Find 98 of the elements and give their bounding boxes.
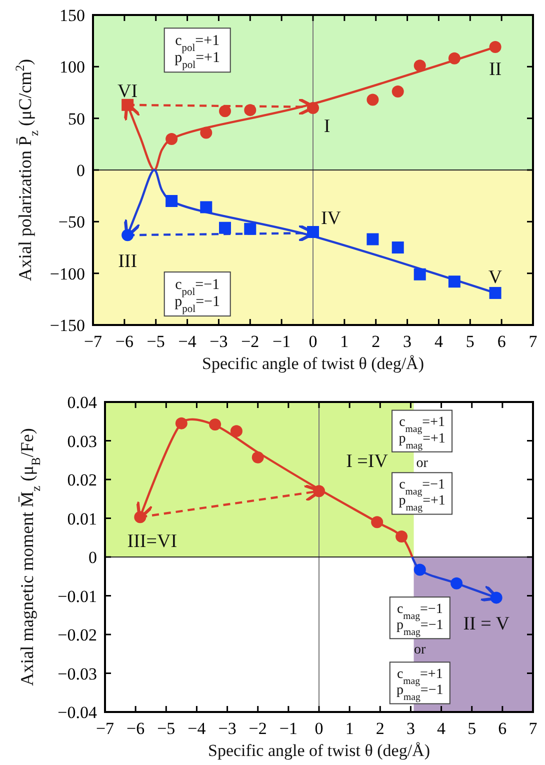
annotation: I =IV <box>346 451 388 472</box>
point <box>450 577 463 590</box>
point <box>244 104 256 116</box>
point <box>366 94 379 106</box>
annotation: c$_{mag}$=+1 p$_{mag}$=−1 <box>396 667 444 703</box>
x-tick-label: 1 <box>340 332 349 351</box>
annotation: V <box>488 266 502 288</box>
x-tick-label: −5 <box>157 719 176 738</box>
y-tick-label: −100 <box>50 264 85 284</box>
point <box>166 133 178 145</box>
point <box>134 511 146 524</box>
annotation: II <box>488 59 502 80</box>
point <box>366 233 379 246</box>
annotation: III <box>118 251 138 272</box>
point <box>371 516 384 528</box>
x-tick-label: −4 <box>188 719 206 738</box>
y-tick-label: 100 <box>60 58 85 77</box>
x-tick-label: 7 <box>528 332 538 351</box>
annotation: c$_{mag}$=−1 p$_{mag}$=+1 <box>398 478 446 514</box>
point <box>244 222 256 235</box>
x-tick-label: 5 <box>468 719 476 738</box>
x-tick-label: −1 <box>279 719 298 738</box>
point <box>448 52 460 64</box>
point <box>490 592 502 604</box>
x-tick-label: 4 <box>434 332 444 351</box>
x-tick-label: −2 <box>241 332 260 351</box>
x-tick-label: 2 <box>372 332 380 351</box>
annotation: c$_{pol}$=+1 p$_{pol}$=+1 <box>174 32 220 71</box>
x-tick-label: 1 <box>345 719 354 738</box>
x-axis-title: Specific angle of twist θ (deg/Å) <box>208 741 430 760</box>
x-tick-label: 0 <box>308 332 318 351</box>
annotation: c$_{mag}$=+1 p$_{mag}$=+1 <box>398 415 446 451</box>
x-tick-label: −7 <box>84 332 103 351</box>
y-tick-label: −150 <box>50 316 85 335</box>
x-tick-label: −2 <box>248 719 267 738</box>
annotation: II = V <box>463 614 510 635</box>
point <box>489 41 502 54</box>
x-tick-label: 6 <box>497 332 506 351</box>
point <box>200 201 212 214</box>
y-tick-label: 0.02 <box>67 470 97 490</box>
point <box>396 530 408 542</box>
x-tick-label: 3 <box>406 719 415 738</box>
x-tick-label: 7 <box>528 719 538 738</box>
annotation: VI <box>118 80 138 102</box>
point <box>166 195 178 207</box>
x-tick-label: −5 <box>146 332 165 351</box>
point <box>392 85 404 98</box>
x-tick-label: −3 <box>218 719 236 738</box>
y-tick-label: 0 <box>88 548 97 567</box>
y-tick-label: −0.04 <box>58 703 98 722</box>
y-tick-label: 0.04 <box>67 393 98 412</box>
point <box>122 229 134 242</box>
point <box>307 226 319 238</box>
point <box>307 102 319 114</box>
x-axis-title: Specific angle of twist θ (deg/Å) <box>202 354 424 373</box>
point <box>448 276 460 288</box>
point <box>313 485 325 498</box>
y-tick-label: 150 <box>60 6 85 25</box>
x-tick-label: 6 <box>498 719 507 738</box>
point <box>209 418 222 430</box>
x-tick-label: −4 <box>178 332 197 351</box>
x-tick-label: −7 <box>96 719 115 738</box>
y-tick-label: −0.01 <box>58 586 97 606</box>
x-tick-label: −1 <box>272 332 291 351</box>
point <box>414 268 426 280</box>
annotation: IV <box>320 208 342 229</box>
x-tick-label: 3 <box>403 332 412 351</box>
y-tick-label: −50 <box>58 212 85 232</box>
point <box>219 222 231 234</box>
y-tick-label: −0.03 <box>58 664 97 684</box>
point <box>175 417 188 430</box>
point <box>414 60 426 72</box>
point <box>122 98 134 111</box>
annotation: or <box>414 642 426 658</box>
point <box>392 242 404 254</box>
x-tick-label: −6 <box>126 719 145 738</box>
point <box>252 451 264 464</box>
y-tick-label: 0 <box>76 161 85 180</box>
annotation: c$_{mag}$=−1 p$_{mag}$=−1 <box>396 602 444 638</box>
annotation: or <box>416 456 428 471</box>
y-tick-label: 0.03 <box>67 432 97 451</box>
point <box>219 105 231 118</box>
point <box>200 126 212 139</box>
point <box>489 286 502 299</box>
x-tick-label: 4 <box>437 719 446 738</box>
x-tick-label: −6 <box>115 332 134 351</box>
y-tick-label: −0.02 <box>58 626 97 644</box>
x-tick-label: −3 <box>210 332 228 351</box>
annotation: III=VI <box>127 531 178 552</box>
point <box>230 425 242 438</box>
x-tick-label: 2 <box>376 719 384 738</box>
annotation: c$_{pol}$=−1 p$_{pol}$=−1 <box>174 276 220 314</box>
x-tick-label: 0 <box>314 719 324 738</box>
annotation: I <box>324 116 330 137</box>
point <box>414 564 426 576</box>
y-tick-label: 50 <box>68 109 85 128</box>
y-tick-label: 0.01 <box>67 509 97 528</box>
x-tick-label: 5 <box>466 332 474 351</box>
